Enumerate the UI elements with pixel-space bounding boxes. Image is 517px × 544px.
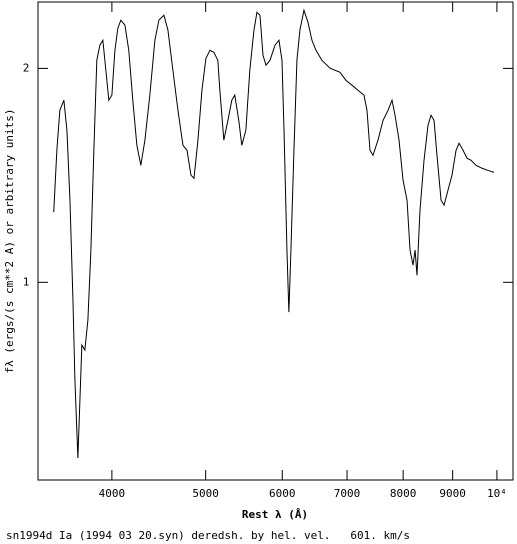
y-tick-label: 2 — [23, 61, 30, 74]
x-tick-label: 9000 — [439, 487, 466, 500]
x-axis-label: Rest λ (Å) — [242, 508, 308, 521]
x-tick-label: 5000 — [192, 487, 219, 500]
x-tick-label: 7000 — [334, 487, 361, 500]
x-tick-label: 4000 — [99, 487, 126, 500]
caption: sn1994d Ia (1994 03 20.syn) deredsh. by … — [6, 529, 410, 542]
plot-frame — [37, 1, 514, 481]
x-tick-label: 8000 — [390, 487, 417, 500]
x-tick-label: 6000 — [269, 487, 296, 500]
y-tick-label: 1 — [23, 275, 30, 288]
y-axis-label: fλ (ergs/(s cm**2 A) or arbitrary units) — [3, 109, 16, 374]
spectrum-line — [53, 8, 495, 458]
x-tick-label: 10⁴ — [487, 487, 507, 500]
